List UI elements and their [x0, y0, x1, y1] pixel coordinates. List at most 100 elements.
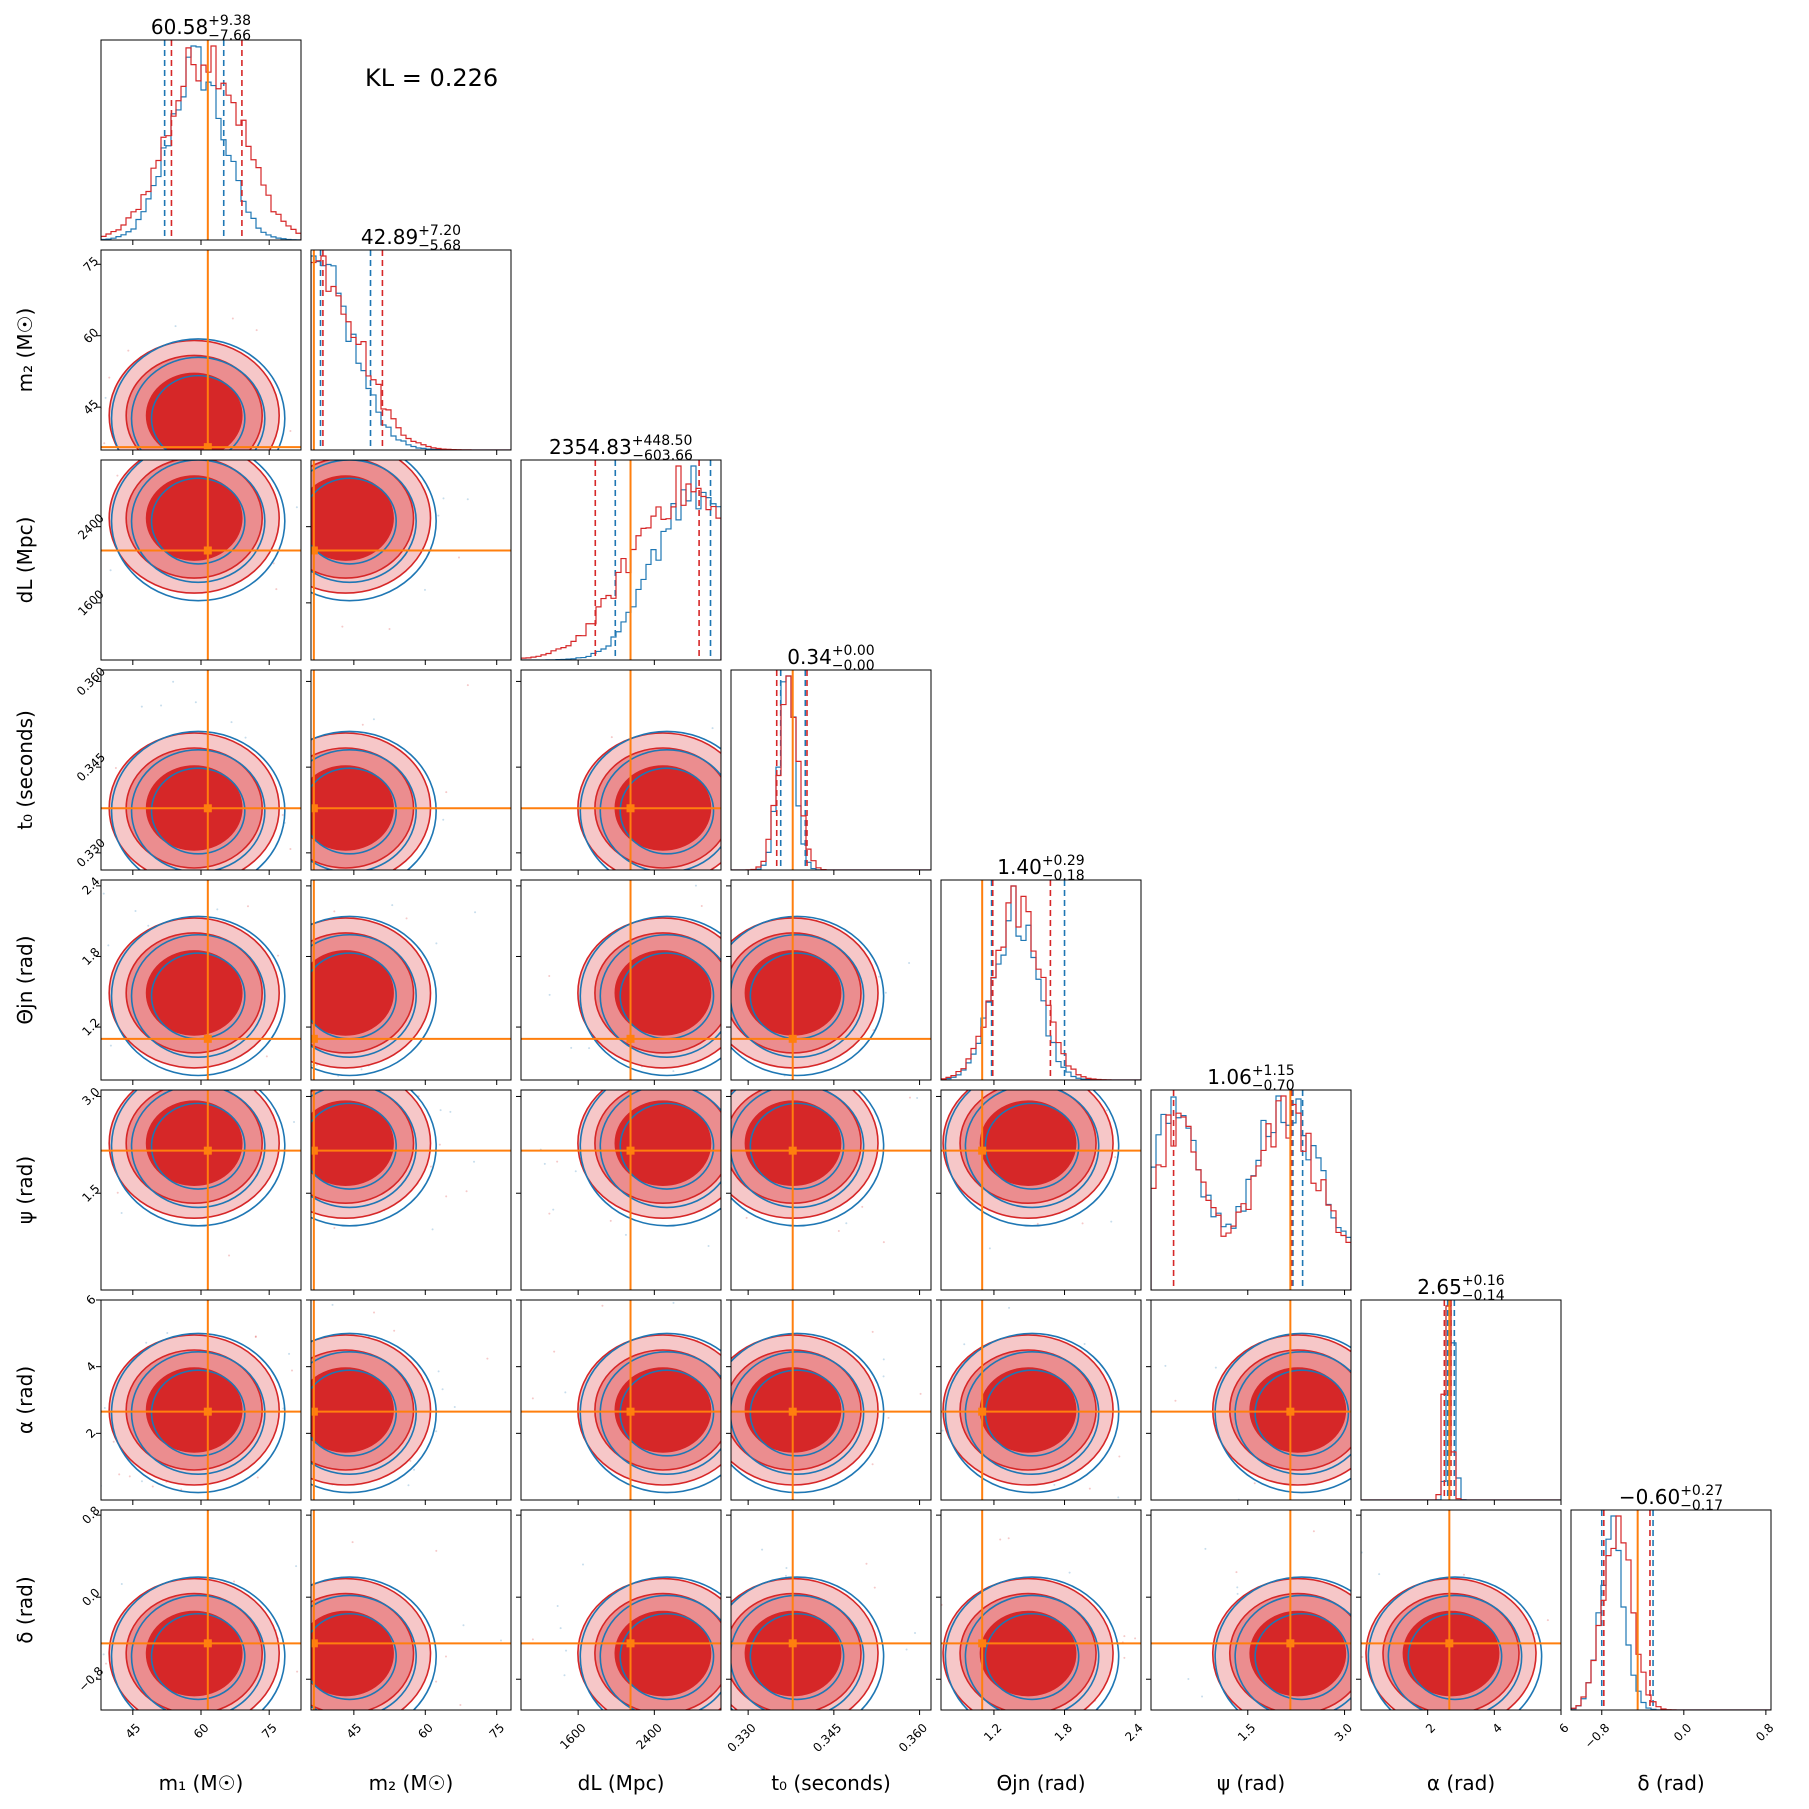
truth-marker-psi-alpha: [1286, 1407, 1295, 1416]
contour-a-1-m1-psi: [130, 1090, 266, 1209]
hist-a-alpha: [1361, 1305, 1561, 1500]
xtick-label-t0: 0.345: [810, 1721, 844, 1755]
contour-a-1-theta-delta: [964, 1594, 1100, 1710]
xtick-label-delta: 0.0: [1671, 1721, 1694, 1744]
hist-b-alpha: [1361, 1305, 1561, 1500]
xtick-label-delta: −0.8: [1582, 1721, 1613, 1752]
density-level-2-m2-delta: [311, 1610, 394, 1697]
truth-marker-dL-delta: [626, 1639, 635, 1648]
ylabel-alpha: α (rad): [13, 1366, 37, 1434]
title-t0: 0.34+0.00 −0.00: [787, 643, 874, 674]
contour-a-0-m2-theta: [311, 915, 437, 1077]
truth-marker-t0-alpha: [788, 1407, 797, 1416]
truth-marker-dL-alpha: [626, 1407, 635, 1416]
ytick-label-alpha: 6: [83, 1292, 98, 1307]
density-level-2-m1-delta: [145, 1610, 243, 1697]
xtick-label-psi: 3.0: [1332, 1721, 1355, 1744]
truth-marker-t0-theta: [788, 1034, 797, 1043]
contour-a-0-theta-alpha: [944, 1332, 1120, 1494]
contour-a-2-theta-delta: [984, 1612, 1080, 1701]
contour-a-2-t0-psi: [749, 1102, 845, 1190]
contour-a-1-dL-delta: [599, 1594, 721, 1710]
ytick-label-dL: 1600: [75, 587, 106, 618]
contour-a-2-m1-dL: [150, 477, 246, 565]
panel-theta-psi: [936, 1089, 1142, 1295]
contour-a-1-m1-theta: [130, 933, 266, 1058]
panel-frame: [730, 1509, 932, 1711]
panel-m1-dL: 1600 2400: [75, 459, 302, 665]
xtick-label-theta: 1.2: [981, 1721, 1004, 1744]
panel-frame: [1360, 1509, 1562, 1711]
contour-a-1-t0-alpha: [731, 1351, 865, 1475]
density-level-2-m2-psi: [311, 1100, 394, 1187]
hist-b-t0: [731, 675, 931, 870]
panel-frame: [730, 1299, 932, 1501]
xlabel-theta: Θjn (rad): [996, 1771, 1085, 1795]
contour-a-1-m1-t0: [130, 749, 266, 870]
xtick-label-m1: 75: [259, 1721, 280, 1742]
contour-a-1-m2-dL: [311, 460, 417, 584]
contour-a-2-psi-delta: [1254, 1612, 1350, 1701]
hist-panel-m2: 42.89+7.20 −5.68: [310, 223, 512, 455]
panel-alpha-delta: 2 4 6: [1356, 1509, 1572, 1736]
truth-marker-m2-theta: [311, 1034, 318, 1043]
panel-frame: [940, 879, 1142, 1081]
contour-a-1-psi-alpha: [1234, 1351, 1351, 1475]
contour-a-0-theta-psi: [944, 1090, 1120, 1227]
xtick-label-theta: 1.8: [1052, 1721, 1075, 1744]
contour-a-1-m2-t0: [311, 749, 417, 870]
contour-a-1-m1-alpha: [130, 1351, 266, 1476]
panel-frame: [310, 1509, 512, 1711]
density-level-2-dL-psi: [614, 1100, 712, 1187]
xlabel-t0: t₀ (seconds): [771, 1771, 891, 1795]
truth-marker-alpha-delta: [1445, 1639, 1454, 1648]
contour-a-0-m1-dL: [110, 460, 286, 602]
xtick-label-theta: 2.4: [1122, 1721, 1145, 1744]
panel-m1-m2: 45 60 75: [81, 249, 302, 455]
contour-a-2-m1-m2: [150, 374, 246, 450]
ytick-label-psi: 3.0: [79, 1085, 102, 1108]
panel-psi-delta: 1.5 3.0: [1146, 1509, 1355, 1744]
contour-a-1-m2-alpha: [311, 1351, 417, 1475]
hist-a-t0: [731, 675, 931, 870]
contour-a-0-dL-psi: [579, 1090, 721, 1227]
hist-panel-m1: 60.58+9.38 −7.66: [100, 13, 302, 245]
truth-marker-theta-alpha: [978, 1407, 987, 1416]
ytick-label-t0: 0.360: [74, 664, 108, 698]
hist-panel-delta: −0.60+0.27 −0.17 −0.8 0.0 0.8: [1570, 1483, 1776, 1752]
xlabel-psi: ψ (rad): [1217, 1771, 1285, 1795]
panel-theta-alpha: [936, 1299, 1142, 1505]
panel-m2-t0: [306, 669, 512, 875]
contour-a-1-dL-alpha: [599, 1351, 721, 1475]
contour-a-0-theta-delta: [944, 1576, 1120, 1710]
ytick-label-m2: 45: [81, 397, 102, 418]
panel-frame: [940, 1299, 1142, 1501]
contour-a-1-t0-psi: [731, 1090, 865, 1209]
density-level-2-dL-alpha: [614, 1367, 712, 1453]
xtick-label-m1: 45: [123, 1721, 144, 1742]
panel-m1-alpha: 2 4 6: [83, 1292, 302, 1505]
contour-a-0-dL-theta: [579, 915, 721, 1077]
truth-marker-m1-m2: [203, 443, 212, 450]
panel-frame: [310, 1089, 512, 1291]
title-m2: 42.89+7.20 −5.68: [361, 223, 461, 254]
truth-marker-m1-alpha: [203, 1407, 212, 1416]
ylabel-t0: t₀ (seconds): [13, 710, 37, 830]
ytick-label-t0: 0.345: [74, 750, 108, 784]
panel-t0-psi: [726, 1089, 932, 1295]
title-dL: 2354.83+448.50 −603.66: [549, 433, 693, 464]
ytick-label-dL: 2400: [75, 511, 106, 542]
hist-panel-theta: 1.40+0.29 −0.18: [940, 853, 1142, 1085]
xtick-label-t0: 0.330: [725, 1721, 759, 1755]
contour-a-2-m1-psi: [150, 1102, 246, 1190]
truth-marker-dL-theta: [626, 1034, 635, 1043]
contour-a-2-dL-t0: [619, 767, 715, 855]
xtick-label-dL: 2400: [633, 1721, 664, 1752]
hist-panel-t0: 0.34+0.00 −0.00: [730, 643, 932, 875]
contour-a-0-t0-psi: [731, 1090, 885, 1227]
density-level-2-m1-alpha: [145, 1367, 243, 1453]
ytick-label-theta: 1.8: [79, 945, 102, 968]
truth-marker-m1-t0: [203, 804, 212, 813]
truth-marker-m1-delta: [203, 1639, 212, 1648]
contour-a-0-dL-delta: [579, 1576, 721, 1710]
